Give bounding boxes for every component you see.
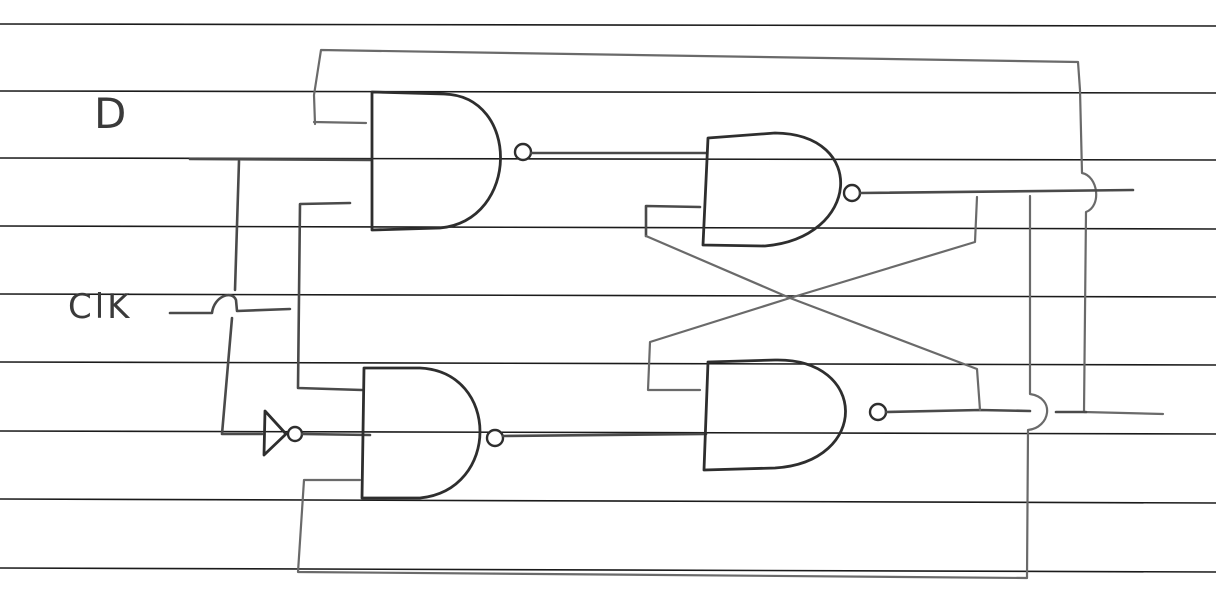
clk-input-wire (168, 293, 292, 315)
q-bar-output-wire (884, 408, 1088, 414)
d-input-wire (188, 157, 372, 162)
inverter-to-lower-gate-wire (300, 432, 372, 437)
d-to-inverter-wire (220, 159, 264, 436)
q-output-wire (858, 188, 1135, 195)
clk-input-label: ClK (68, 287, 132, 327)
latch-cross-coupling (644, 195, 982, 412)
upper-latch-nand-gate (701, 131, 862, 248)
clk-branch-wire (296, 201, 364, 392)
lower-latch-nand-gate (702, 358, 888, 472)
bottom-feedback-wire (296, 194, 1049, 580)
ruled-lines (0, 23, 1216, 573)
upper-latch-input-stub (644, 204, 702, 238)
top-feedback-into-gate (312, 120, 368, 125)
d-input-label: D (94, 89, 126, 138)
lower-gate-to-latch-wire (501, 432, 708, 438)
upper-input-nand-gate (370, 90, 533, 232)
lower-input-nand-gate (360, 366, 505, 500)
clock-inverter-not-gate (262, 409, 304, 457)
top-feedback-wire (312, 48, 1165, 416)
